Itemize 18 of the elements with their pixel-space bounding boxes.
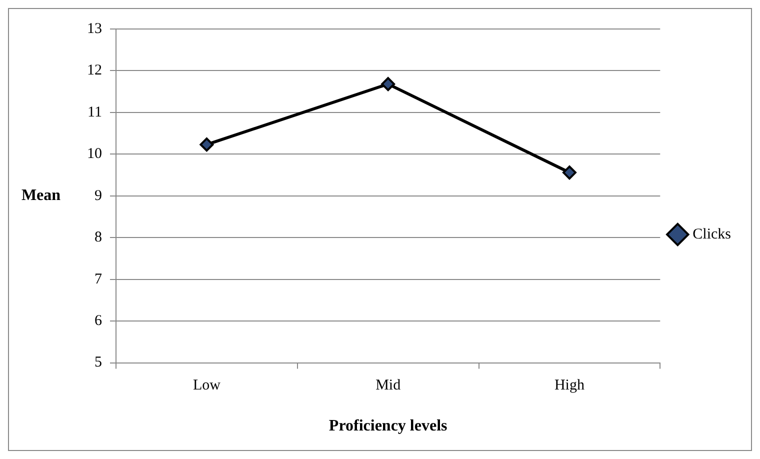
point — [200, 138, 214, 152]
point — [381, 77, 396, 92]
y-tick-label: 12 — [87, 62, 102, 79]
y-tick-label: 10 — [87, 146, 102, 162]
x-tick-label: High — [554, 378, 585, 394]
x-tick-label: Mid — [376, 378, 402, 394]
y-tick-label: 11 — [88, 104, 102, 120]
y-tick-label: 6 — [94, 313, 102, 330]
x-axis-title: Proficiency levels — [328, 418, 448, 435]
y-tick-label: 9 — [94, 188, 102, 204]
x-tick-label: Low — [192, 378, 221, 394]
y-axis-title: Mean — [21, 187, 61, 204]
y-tick-label: 8 — [94, 230, 102, 246]
y-tick-label: 7 — [94, 271, 102, 288]
y-tick-label: 13 — [87, 20, 102, 37]
point — [562, 166, 576, 180]
y-tick-label: 5 — [94, 354, 102, 371]
legend-label: Clicks — [692, 226, 732, 242]
